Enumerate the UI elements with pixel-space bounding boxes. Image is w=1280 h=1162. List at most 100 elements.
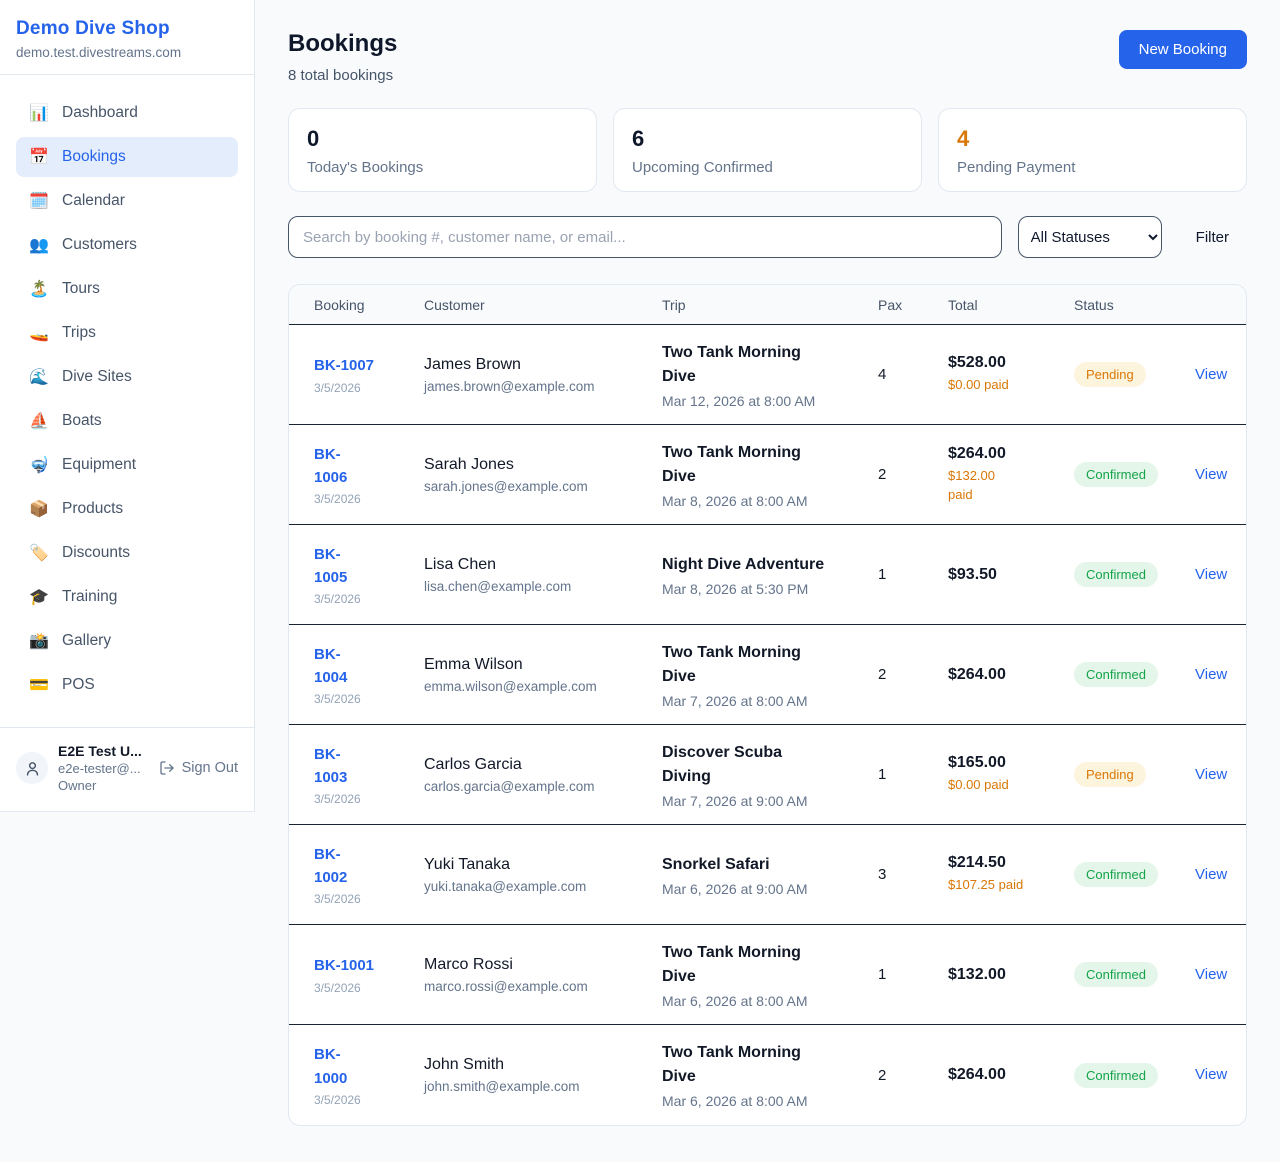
view-link[interactable]: View bbox=[1195, 765, 1228, 783]
booking-number-link[interactable]: BK- 1005 bbox=[314, 545, 348, 586]
trip-name: Snorkel Safari bbox=[662, 855, 770, 873]
sidebar-item-pos[interactable]: 💳 POS bbox=[16, 665, 238, 705]
sign-out-label: Sign Out bbox=[181, 760, 238, 776]
user-info: E2E Test U... e2e-tester@... Owner bbox=[58, 743, 149, 793]
booking-number-link[interactable]: BK- 1004 bbox=[314, 645, 348, 686]
sidebar-item-trips[interactable]: 🚤 Trips bbox=[16, 313, 238, 353]
sidebar-item-calendar[interactable]: 🗓️ Calendar bbox=[16, 181, 238, 221]
status-badge: Pending bbox=[1074, 362, 1146, 387]
booking-number-link[interactable]: BK-1001 bbox=[314, 957, 375, 975]
total-amount: $214.50 bbox=[948, 854, 1006, 872]
table-row: BK- 1002 3/5/2026 Yuki Tanaka yuki.tanaka@e… bbox=[289, 825, 1246, 925]
booking-cell: BK-1001 3/5/2026 bbox=[314, 954, 424, 994]
user-email: e2e-tester@... bbox=[58, 761, 141, 776]
status-cell: Confirmed bbox=[1074, 662, 1195, 687]
status-select[interactable]: All Statuses bbox=[1017, 216, 1162, 258]
table-row: BK-1001 3/5/2026 Marco Rossi marco.rossi@ex… bbox=[289, 925, 1246, 1025]
sidebar-item-discounts[interactable]: 🏷️ Discounts bbox=[16, 533, 238, 573]
trip-cell: Snorkel Safari Mar 6, 2026 at 9:00 AM bbox=[662, 853, 878, 897]
sidebar-item-gallery[interactable]: 📸 Gallery bbox=[16, 621, 238, 661]
sidebar-item-bookings[interactable]: 📅 Bookings bbox=[16, 137, 238, 177]
view-link[interactable]: View bbox=[1195, 365, 1228, 383]
sidebar-item-dive-sites[interactable]: 🌊 Dive Sites bbox=[16, 357, 238, 397]
new-booking-button[interactable]: New Booking bbox=[1118, 30, 1247, 69]
trip-datetime: Mar 8, 2026 at 8:00 AM bbox=[662, 492, 808, 509]
wave-icon: 🌊 bbox=[29, 369, 49, 386]
pax-cell: 2 bbox=[878, 466, 887, 483]
sidebar-item-dashboard[interactable]: 📊 Dashboard bbox=[16, 93, 238, 133]
view-link[interactable]: View bbox=[1195, 465, 1228, 483]
column-header-booking: Booking bbox=[314, 296, 365, 313]
sidebar-item-tours[interactable]: 🏝️ Tours bbox=[16, 269, 238, 309]
total-cell: $214.50 $107.25 paid bbox=[948, 854, 1074, 895]
status-cell: Pending bbox=[1074, 362, 1195, 387]
view-link[interactable]: View bbox=[1195, 1066, 1228, 1083]
customer-email: emma.wilson@example.com bbox=[424, 678, 597, 694]
customer-email: john.smith@example.com bbox=[424, 1079, 580, 1094]
total-cell: $165.00 $0.00 paid bbox=[948, 754, 1074, 795]
sidebar-item-boats[interactable]: ⛵ Boats bbox=[16, 401, 238, 441]
view-link[interactable]: View bbox=[1195, 665, 1228, 683]
column-header-customer: Customer bbox=[424, 296, 485, 313]
user-name: E2E Test U... bbox=[58, 743, 142, 759]
trip-name: Two Tank Morning Dive bbox=[662, 443, 801, 485]
bar-chart-icon: 📊 bbox=[29, 105, 49, 122]
sidebar-item-products[interactable]: 📦 Products bbox=[16, 489, 238, 529]
booking-number-link[interactable]: BK- 1003 bbox=[314, 745, 348, 786]
booking-cell: BK- 1006 3/5/2026 bbox=[314, 443, 424, 507]
customer-email: james.brown@example.com bbox=[424, 378, 595, 394]
trip-cell: Two Tank Morning Dive Mar 12, 2026 at 8:0… bbox=[662, 341, 878, 409]
stat-card-upcoming-confirmed: 6 Upcoming Confirmed bbox=[613, 108, 922, 192]
booking-number-link[interactable]: BK-1007 bbox=[314, 357, 375, 375]
sidebar-item-label: Trips bbox=[62, 324, 96, 341]
filter-row: All Statuses Filter bbox=[288, 216, 1247, 258]
trip-datetime: Mar 6, 2026 at 9:00 AM bbox=[662, 880, 808, 897]
filter-button[interactable]: Filter bbox=[1178, 229, 1247, 246]
sign-out-button[interactable]: Sign Out bbox=[159, 760, 238, 776]
sidebar-item-label: Equipment bbox=[62, 456, 137, 473]
customer-email: yuki.tanaka@example.com bbox=[424, 878, 587, 894]
view-cell: View bbox=[1195, 366, 1236, 384]
sidebar-item-label: Dive Sites bbox=[62, 368, 132, 385]
pax-cell: 2 bbox=[878, 666, 887, 683]
status-cell: Pending bbox=[1074, 762, 1195, 787]
sidebar-item-label: Training bbox=[62, 588, 118, 605]
view-link[interactable]: View bbox=[1195, 965, 1228, 983]
status-badge: Pending bbox=[1074, 762, 1146, 787]
customer-cell: Emma Wilson emma.wilson@example.com bbox=[424, 656, 662, 694]
spiral-calendar-icon: 🗓️ bbox=[29, 193, 49, 210]
user-section: E2E Test U... e2e-tester@... Owner Sign … bbox=[0, 727, 254, 811]
booking-number-link[interactable]: BK- 1002 bbox=[314, 845, 348, 886]
trip-datetime: Mar 6, 2026 at 8:00 AM bbox=[662, 1093, 808, 1109]
status-cell: Confirmed bbox=[1074, 862, 1195, 887]
trip-datetime: Mar 6, 2026 at 8:00 AM bbox=[662, 992, 808, 1009]
graduation-cap-icon: 🎓 bbox=[29, 589, 49, 606]
trip-name: Two Tank Morning Dive bbox=[662, 1044, 801, 1085]
sidebar-item-label: Dashboard bbox=[62, 104, 138, 121]
sidebar-item-customers[interactable]: 👥 Customers bbox=[16, 225, 238, 265]
customer-cell: Yuki Tanaka yuki.tanaka@example.com bbox=[424, 856, 662, 894]
stat-value: 4 bbox=[957, 126, 970, 151]
page-header: Bookings 8 total bookings New Booking bbox=[288, 30, 1247, 84]
search-input[interactable] bbox=[288, 216, 1002, 258]
sidebar-item-training[interactable]: 🎓 Training bbox=[16, 577, 238, 617]
view-cell: View bbox=[1195, 1066, 1236, 1084]
booking-number-link[interactable]: BK- 1006 bbox=[314, 445, 348, 486]
status-cell: Confirmed bbox=[1074, 962, 1195, 987]
stats-row: 0 Today's Bookings 6 Upcoming Confirmed … bbox=[288, 108, 1247, 192]
speedboat-icon: 🚤 bbox=[29, 325, 49, 342]
view-link[interactable]: View bbox=[1195, 565, 1228, 583]
sidebar-item-equipment[interactable]: 🤿 Equipment bbox=[16, 445, 238, 485]
customer-name: Sarah Jones bbox=[424, 455, 514, 473]
view-cell: View bbox=[1195, 466, 1236, 484]
customer-cell: Sarah Jones sarah.jones@example.com bbox=[424, 456, 662, 494]
booking-date: 3/5/2026 bbox=[314, 792, 361, 807]
logout-icon bbox=[159, 761, 174, 775]
booking-date: 3/5/2026 bbox=[314, 592, 361, 607]
view-link[interactable]: View bbox=[1195, 865, 1228, 883]
booking-number-link[interactable]: BK- 1000 bbox=[314, 1046, 348, 1087]
sidebar: Demo Dive Shop demo.test.divestreams.com… bbox=[0, 0, 255, 812]
status-badge: Confirmed bbox=[1074, 462, 1158, 487]
total-amount: $165.00 bbox=[948, 754, 1006, 772]
